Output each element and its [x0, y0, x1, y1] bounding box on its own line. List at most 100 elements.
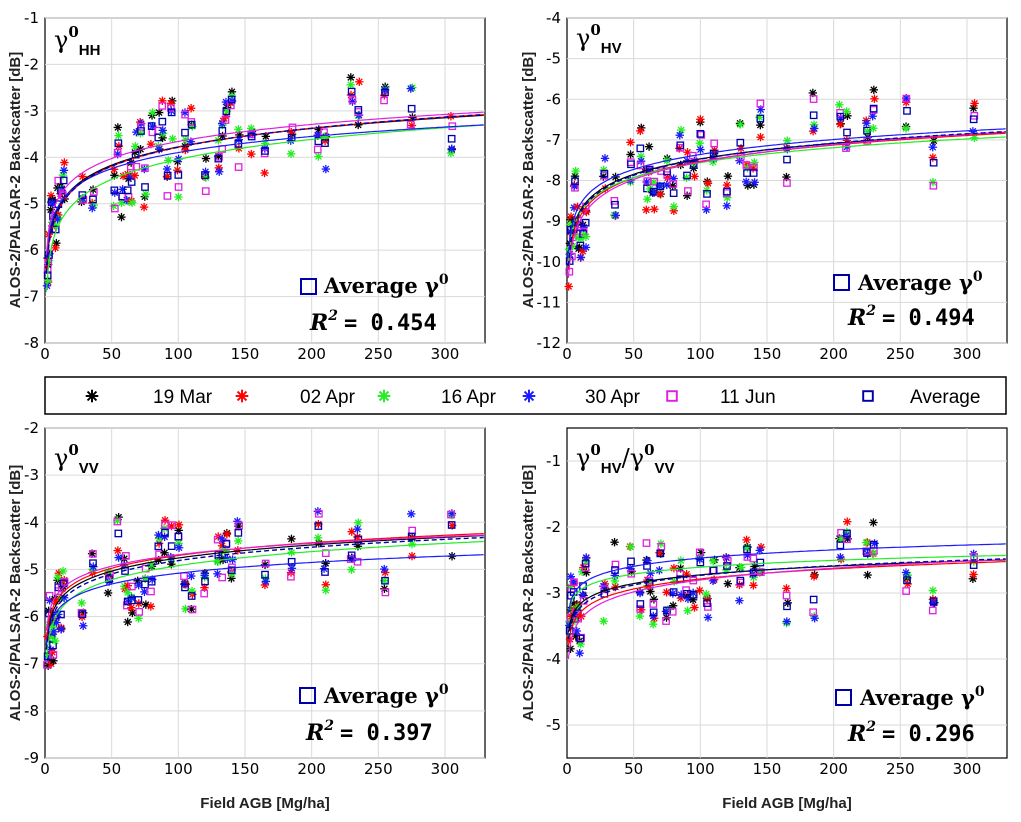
data-point: [626, 150, 635, 159]
data-point: [643, 194, 652, 204]
data-point: [313, 145, 322, 154]
data-point: [782, 591, 791, 600]
data-point-average: [683, 171, 691, 180]
data-point: [662, 617, 670, 625]
data-point: [135, 607, 144, 616]
y-tick-label: -8: [24, 334, 39, 352]
data-point-average: [809, 111, 818, 120]
avg-label: Average γ0: [857, 269, 983, 295]
data-point-average: [836, 541, 845, 550]
x-tick-label: 300: [953, 345, 982, 363]
panel-hv-vv: -5-4-3-2-1 0 50 100 150 200 250 300 γ0HV/γ0VV …: [520, 427, 1008, 812]
data-point-average: [234, 529, 243, 537]
y-tick-label: -7: [24, 655, 39, 673]
data-point: [381, 588, 390, 597]
data-point-average: [147, 577, 156, 586]
data-point: [114, 131, 123, 140]
x-axis-label: Field AGB [Mg/ha]: [722, 795, 851, 812]
legend-label: 19 Mar: [153, 387, 213, 408]
data-point: [123, 601, 131, 610]
data-point: [644, 142, 654, 151]
legend-item: Average: [862, 387, 980, 408]
panel-label: γ0VV: [54, 441, 99, 477]
data-point: [321, 164, 331, 174]
data-point-average: [222, 107, 231, 116]
y-tick-label: -6: [546, 90, 561, 108]
data-point: [571, 166, 580, 176]
data-point: [756, 120, 765, 130]
data-point: [45, 596, 54, 605]
x-tick-label: 150: [231, 345, 260, 363]
data-point-average: [643, 562, 651, 570]
data-point-average: [703, 190, 711, 198]
y-tick-label: -6: [24, 241, 39, 259]
data-point: [174, 192, 183, 202]
data-point: [869, 518, 878, 527]
y-tick-labels: -8 -7 -6 -5 -4 -3 -2 -1: [24, 9, 39, 352]
data-point: [200, 589, 209, 598]
fit-lines: [567, 128, 1006, 279]
data-point: [869, 85, 879, 95]
data-point: [626, 138, 635, 147]
data-point-average: [134, 596, 143, 604]
data-point: [749, 581, 758, 590]
data-point: [742, 535, 751, 545]
panel-vv: -9 -8 -7 -6 -5 -4 -3 -2 0 50 100 150 200 250 300 γ0VV…: [7, 419, 486, 812]
data-point-average: [571, 177, 579, 186]
data-point-average: [843, 529, 851, 538]
data-point: [380, 96, 388, 105]
data-point: [313, 507, 323, 516]
data-point: [695, 548, 704, 557]
data-point: [928, 143, 937, 152]
data-point: [447, 509, 457, 518]
data-point: [742, 177, 751, 187]
x-tick-label: 50: [624, 345, 643, 363]
data-point: [186, 104, 196, 113]
data-point-average: [576, 634, 585, 643]
data-point: [600, 154, 610, 163]
data-point: [697, 131, 706, 139]
data-point: [723, 171, 733, 181]
x-tick-label: 150: [753, 760, 782, 778]
y-tick-label: -7: [546, 131, 561, 149]
data-point: [809, 95, 818, 103]
legend-item: 16 Apr: [377, 387, 497, 408]
data-point-average: [314, 522, 323, 530]
x-tick-labels: 0 50 100 150 200 250 300: [40, 345, 459, 363]
data-point: [650, 177, 659, 186]
panel-label: γ0HV/γ0VV: [576, 441, 675, 477]
fit-line-30-apr: [567, 128, 1006, 254]
data-point-average: [749, 169, 758, 177]
data-point: [783, 179, 791, 187]
data-point-average: [736, 138, 745, 147]
data-point-average: [636, 600, 645, 608]
data-point-average: [123, 186, 132, 195]
data-point: [684, 187, 692, 195]
data-point: [59, 166, 69, 175]
data-point: [158, 126, 167, 135]
data-point: [173, 165, 182, 175]
data-point-average: [174, 532, 183, 541]
data-point-average: [59, 176, 68, 185]
y-tick-label: -2: [546, 518, 561, 536]
data-point: [610, 196, 619, 205]
data-point: [127, 582, 136, 591]
data-point-average: [656, 182, 665, 191]
data-point: [321, 586, 331, 595]
y-tick-label: -4: [24, 513, 39, 531]
x-tick-label: 100: [686, 760, 715, 778]
avg-label: Average γ0: [859, 684, 985, 710]
data-point: [577, 612, 586, 621]
data-point-average: [756, 114, 765, 123]
x-tick-label: 100: [164, 345, 193, 363]
data-point: [636, 605, 645, 613]
panel-hh: -8 -7 -6 -5 -4 -3 -2 -1 0 50 100 150 200 250 300 γ0HH…: [7, 9, 486, 363]
data-point: [842, 107, 851, 116]
y-axis-label: ALOS-2/PALSAR-2 Backscatter [dB]: [7, 465, 24, 721]
avg-label: Average γ0: [323, 682, 449, 708]
data-point: [636, 161, 645, 170]
data-point: [836, 553, 845, 562]
legend-label: 11 Jun: [720, 387, 776, 408]
data-point: [407, 509, 416, 519]
data-point: [929, 181, 938, 190]
